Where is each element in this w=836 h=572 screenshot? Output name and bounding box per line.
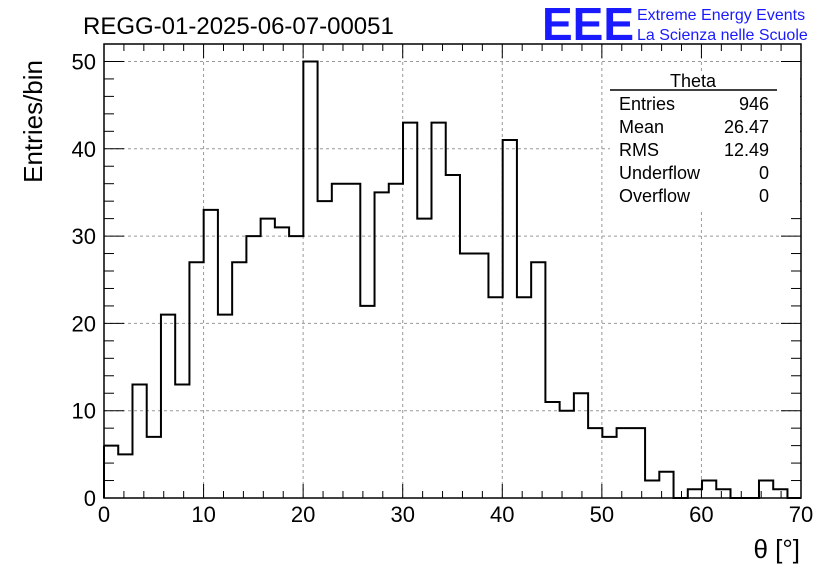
- x-axis-label: θ [°]: [753, 534, 800, 564]
- stats-row-label: Underflow: [619, 163, 701, 183]
- x-tick-label: 50: [590, 502, 614, 527]
- stats-row-value: 0: [759, 163, 769, 183]
- tick-labels: 0 10 20 30 40 50 60 70 0 10 20 30 40 50: [72, 49, 814, 527]
- x-tick-label: 30: [390, 502, 414, 527]
- stats-box-title: Theta: [670, 71, 717, 91]
- x-tick-label: 10: [191, 502, 215, 527]
- stats-rows: Entries 946 Mean 26.47 RMS 12.49 Underflow 0 Ove…: [619, 94, 769, 206]
- stats-row-value: 12.49: [724, 140, 769, 160]
- eee-logo: EEE: [542, 0, 634, 50]
- stats-box-background: [610, 72, 800, 210]
- stats-row-value: 946: [739, 94, 769, 114]
- y-tick-label: 30: [72, 224, 96, 249]
- y-tick-label: 0: [84, 486, 96, 511]
- logo-line-1: Extreme Energy Events: [637, 7, 805, 24]
- stats-row-label: RMS: [619, 140, 659, 160]
- x-tick-label: 0: [98, 502, 110, 527]
- x-tick-label: 40: [490, 502, 514, 527]
- y-tick-label: 40: [72, 137, 96, 162]
- x-tick-label: 60: [689, 502, 713, 527]
- logo-line-2: La Scienza nelle Scuole: [637, 27, 808, 44]
- x-tick-label: 70: [789, 502, 813, 527]
- run-title: REGG-01-2025-06-07-00051: [83, 13, 394, 40]
- x-tick-label: 20: [291, 502, 315, 527]
- y-tick-label: 50: [72, 49, 96, 74]
- y-axis-label: Entries/bin: [18, 60, 48, 183]
- stats-row-label: Mean: [619, 117, 664, 137]
- stats-row-value: 26.47: [724, 117, 769, 137]
- stats-row-label: Entries: [619, 94, 675, 114]
- stats-box: Theta Entries 946 Mean 26.47 RMS 12.49 Underfl…: [610, 71, 800, 210]
- y-tick-label: 10: [72, 399, 96, 424]
- stats-row-value: 0: [759, 186, 769, 206]
- y-tick-label: 20: [72, 311, 96, 336]
- grid-lines: [104, 44, 801, 498]
- stats-row-label: Overflow: [619, 186, 691, 206]
